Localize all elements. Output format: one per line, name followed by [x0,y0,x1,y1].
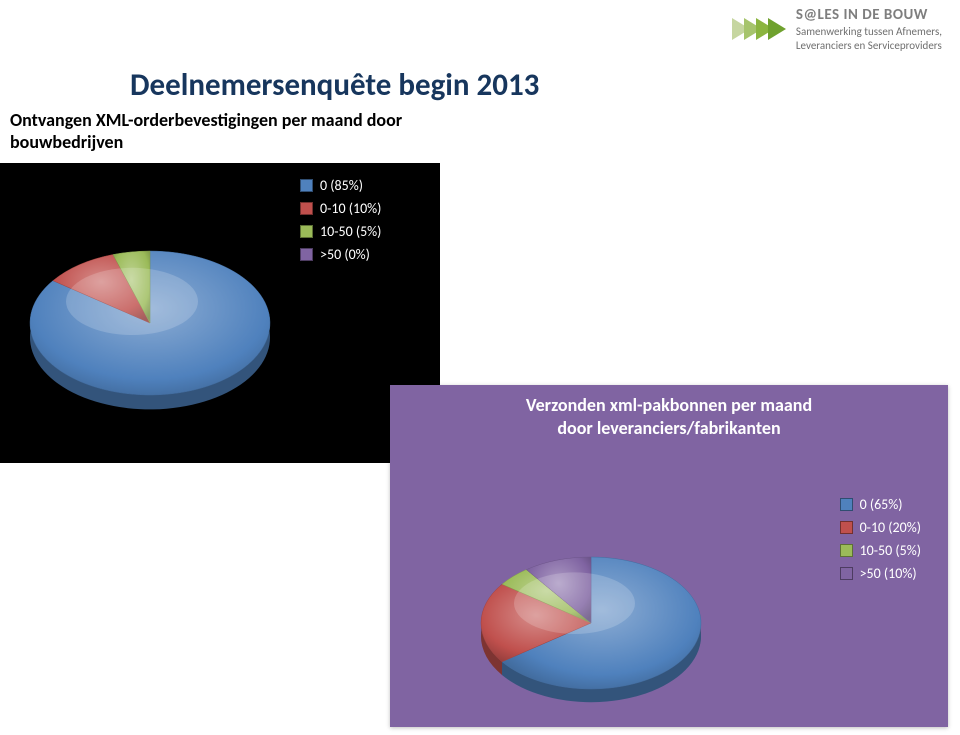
legend-item: >50 (0%) [300,246,381,263]
page-title: Deelnemersenquête begin 2013 [130,66,539,104]
legend-swatch-icon [840,521,853,534]
legend-swatch-icon [840,544,853,557]
legend-label: 10-50 (5%) [860,542,921,559]
legend-item: 0-10 (10%) [300,200,381,217]
legend-label: 0-10 (20%) [860,519,921,536]
chart2-title-line2: door leveranciers/fabrikanten [557,417,780,439]
chart1-title: Ontvangen XML-orderbevestigingen per maa… [10,110,480,153]
legend-item: 0 (65%) [840,496,921,513]
legend-item: 10-50 (5%) [840,542,921,559]
chart2-panel: Verzonden xml-pakbonnen per maand door l… [390,385,948,727]
logo-subtitle-2: Leveranciers en Serviceproviders [796,39,942,53]
legend-item: 0-10 (20%) [840,519,921,536]
legend-item: >50 (10%) [840,565,921,582]
legend-item: 0 (85%) [300,177,381,194]
chart1-legend: 0 (85%) 0-10 (10%) 10-50 (5%) >50 (0%) [300,177,381,263]
logo-arrows [738,18,786,40]
legend-swatch-icon [300,202,313,215]
legend-label: 0-10 (10%) [320,200,381,217]
chart2-title: Verzonden xml-pakbonnen per maand door l… [391,394,947,439]
chart2-pie [391,443,791,733]
chart1-pie [0,163,300,463]
legend-label: 0 (85%) [320,177,363,194]
legend-swatch-icon [300,225,313,238]
legend-swatch-icon [300,179,313,192]
page: S@LES IN DE BOUW Samenwerking tussen Afn… [0,0,960,735]
logo-subtitle-1: Samenwerking tussen Afnemers, [796,25,942,39]
legend-label: 0 (65%) [860,496,903,513]
logo-title: S@LES IN DE BOUW [796,6,942,25]
chart1-body: 0 (85%) 0-10 (10%) 10-50 (5%) >50 (0%) [0,163,440,463]
legend-swatch-icon [840,498,853,511]
legend-item: 10-50 (5%) [300,223,381,240]
legend-label: >50 (10%) [860,565,917,582]
logo-arrow-icon [768,18,786,40]
legend-swatch-icon [840,567,853,580]
legend-label: >50 (0%) [320,246,370,263]
chart2-title-line1: Verzonden xml-pakbonnen per maand [526,394,812,416]
logo: S@LES IN DE BOUW Samenwerking tussen Afn… [738,6,942,52]
legend-label: 10-50 (5%) [320,223,381,240]
logo-text: S@LES IN DE BOUW Samenwerking tussen Afn… [796,6,942,52]
legend-swatch-icon [300,248,313,261]
chart2-legend: 0 (65%) 0-10 (20%) 10-50 (5%) >50 (10%) [840,496,921,582]
